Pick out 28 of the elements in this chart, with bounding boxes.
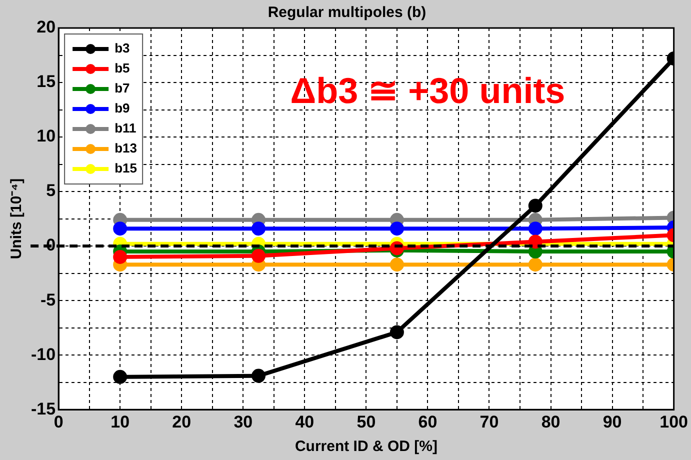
legend-label: b13 xyxy=(114,140,137,156)
x-axis-title: Current ID & OD [%] xyxy=(294,438,438,456)
chart-title: Regular multipoles (b) xyxy=(268,4,426,22)
legend-label: b7 xyxy=(114,80,130,96)
legend-label: b11 xyxy=(114,120,136,136)
x-tick-label: 40 xyxy=(295,412,314,432)
x-tick-label: 20 xyxy=(172,412,192,432)
y-tick-label: 5 xyxy=(46,181,56,200)
x-tick-label: 90 xyxy=(602,412,622,432)
x-tick-label: 30 xyxy=(234,412,253,432)
y-tick-label: -5 xyxy=(40,290,56,310)
x-tick-label: 10 xyxy=(110,412,130,432)
legend-label: b3 xyxy=(114,40,130,56)
x-tick-label: 100 xyxy=(660,412,688,432)
y-tick-label: -10 xyxy=(30,344,56,364)
x-tick-label: 80 xyxy=(541,412,560,432)
y-axis-title: Units [10⁻⁴] xyxy=(8,178,26,260)
y-tick-label: -15 xyxy=(30,399,56,418)
legend-label: b5 xyxy=(114,60,130,76)
annotation: Δb3 ≅ +30 units xyxy=(290,70,566,111)
x-tick-label: 60 xyxy=(418,412,438,432)
x-tick-label: 70 xyxy=(480,412,499,432)
x-tick-label: 50 xyxy=(356,412,376,432)
y-tick-label: 20 xyxy=(36,18,56,37)
y-tick-label: 10 xyxy=(36,126,56,146)
legend-label: b15 xyxy=(114,160,137,176)
legend-label: b9 xyxy=(114,100,130,116)
y-tick-label: 15 xyxy=(36,72,56,92)
